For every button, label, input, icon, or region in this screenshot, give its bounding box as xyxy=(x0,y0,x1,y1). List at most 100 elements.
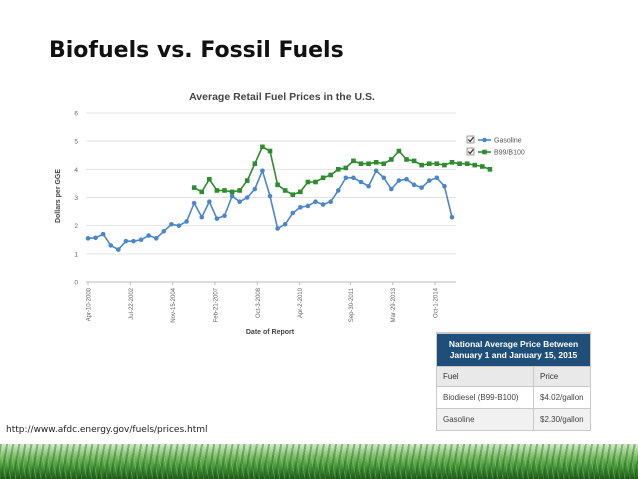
series-line xyxy=(193,145,491,196)
data-point xyxy=(131,238,136,244)
series-gasoline xyxy=(85,168,455,252)
table-row: Gasoline $2.30/gallon xyxy=(437,408,590,430)
price-table: National Average Price Between January 1… xyxy=(437,333,590,430)
data-point xyxy=(244,178,250,183)
data-point xyxy=(282,221,288,227)
series-b99-b100 xyxy=(191,144,493,197)
data-point xyxy=(222,213,227,219)
data-point xyxy=(457,161,462,166)
data-point xyxy=(123,238,129,244)
source-link[interactable]: http://www.afdc.energy.gov/fuels/prices.… xyxy=(6,425,208,435)
x-axis: Apr-10-2000 Jul-22-2002 Nov-15-2004 Feb-21-… xyxy=(86,281,456,323)
data-point xyxy=(396,148,402,154)
data-point xyxy=(290,210,296,216)
data-point xyxy=(153,236,159,241)
table-header-line1: National Average Price Between xyxy=(448,339,579,349)
data-point xyxy=(389,186,394,192)
data-point xyxy=(244,195,250,200)
data-point xyxy=(389,157,394,162)
table-header-line2: January 1 and January 15, 2015 xyxy=(449,350,578,360)
data-point xyxy=(381,161,387,166)
data-point xyxy=(237,188,242,193)
data-point xyxy=(191,200,197,206)
data-point xyxy=(146,233,151,238)
grass-footer-image xyxy=(0,444,638,479)
data-point xyxy=(267,148,273,154)
data-point xyxy=(381,175,387,181)
y-tick-label: 5 xyxy=(74,139,78,146)
data-point xyxy=(275,226,280,231)
chart-title: Average Retail Fuel Prices in the U.S. xyxy=(189,91,375,103)
data-point xyxy=(396,178,402,183)
table-cell-price: $2.30/gallon xyxy=(533,408,590,430)
x-tick-label: Sep-30-2011 xyxy=(349,287,355,322)
y-tick-label: 1 xyxy=(74,251,78,258)
data-point xyxy=(207,176,212,182)
data-point xyxy=(298,205,303,210)
data-point xyxy=(229,189,235,195)
data-point xyxy=(199,189,205,195)
data-point xyxy=(138,237,144,243)
data-point xyxy=(298,189,303,195)
column-header-fuel: Fuel xyxy=(437,366,534,387)
data-point xyxy=(351,158,356,164)
data-point xyxy=(305,203,311,209)
x-tick-label: Feb-21-2007 xyxy=(213,287,219,322)
chart-legend: Gasoline B99/B100 xyxy=(466,135,525,157)
data-point xyxy=(464,161,470,166)
y-tick-label: 0 xyxy=(74,280,78,287)
data-point xyxy=(116,247,121,252)
x-tick-label: Apr-2-2010 xyxy=(298,287,304,318)
data-point xyxy=(411,182,417,188)
data-point xyxy=(343,175,349,181)
y-tick-label: 2 xyxy=(74,223,78,230)
data-point xyxy=(335,188,341,193)
x-axis-label: Date of Report xyxy=(246,329,295,336)
data-point xyxy=(449,214,455,220)
data-point xyxy=(214,188,220,193)
x-tick-label: Nov-15-2004 xyxy=(171,287,177,322)
data-point xyxy=(404,157,409,162)
table-cell-price: $4.02/gallon xyxy=(533,386,590,409)
y-tick-label: 4 xyxy=(74,167,78,174)
data-point xyxy=(282,188,288,193)
data-point xyxy=(252,161,258,166)
legend-symbol xyxy=(478,149,491,155)
table-cell-fuel: Biodiesel (B99-B100) xyxy=(437,386,534,409)
data-point xyxy=(229,193,235,199)
legend-label: B99/B100 xyxy=(494,150,525,157)
data-point xyxy=(434,161,440,166)
x-tick-label: Mar-29-2013 xyxy=(391,287,397,322)
data-point xyxy=(313,199,318,205)
data-point xyxy=(328,199,333,205)
data-point xyxy=(328,172,333,178)
data-point xyxy=(290,192,296,197)
data-point xyxy=(305,179,311,185)
series-line xyxy=(87,168,453,251)
table-cell-fuel: Gasoline xyxy=(437,408,534,430)
data-point xyxy=(169,221,174,227)
x-tick-label: Apr-10-2000 xyxy=(87,287,93,321)
data-point xyxy=(214,216,220,221)
data-point xyxy=(426,178,432,183)
table-column-headers: Fuel Price xyxy=(437,366,590,387)
data-point xyxy=(480,164,485,169)
column-header-price: Price xyxy=(533,366,590,387)
y-axis-label: Dollars per GGE xyxy=(55,169,62,223)
data-point xyxy=(373,168,379,174)
table-header-row: National Average Price Between January 1… xyxy=(437,333,590,367)
data-point xyxy=(184,219,189,224)
data-point xyxy=(442,183,447,189)
data-point xyxy=(313,179,318,185)
legend-checkbox[interactable] xyxy=(466,147,475,156)
data-point xyxy=(93,235,98,241)
data-point xyxy=(351,175,356,181)
x-tick-label: Oct-3-2008 xyxy=(256,287,262,318)
legend-label: Gasoline xyxy=(494,138,522,145)
data-point xyxy=(442,162,447,168)
data-point xyxy=(404,176,409,182)
data-point xyxy=(472,162,478,168)
legend-checkbox[interactable] xyxy=(466,135,475,144)
data-point xyxy=(85,236,91,241)
